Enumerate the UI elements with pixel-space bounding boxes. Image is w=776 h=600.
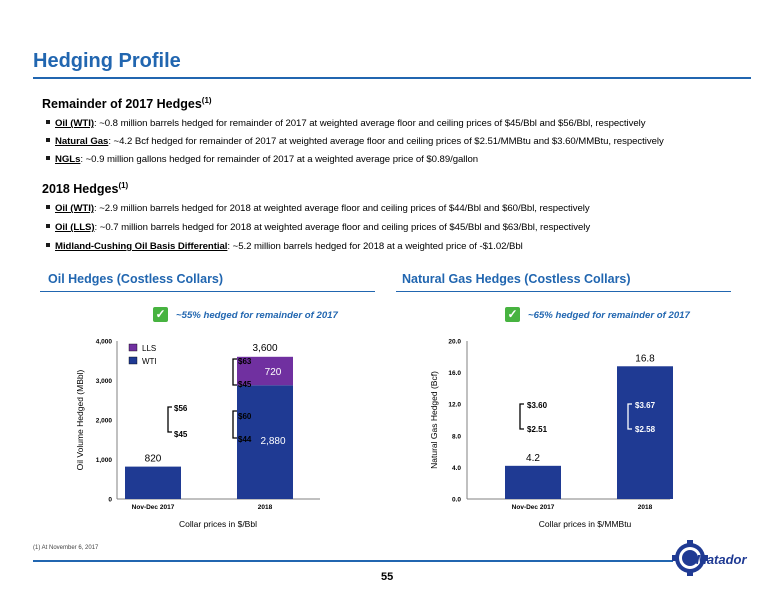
y-tick-label: 8.0 xyxy=(452,433,461,440)
x-axis-title: Collar prices in $/Bbl xyxy=(179,519,257,529)
title-divider xyxy=(33,77,751,79)
bullet-square-icon xyxy=(46,224,50,229)
bar-lls-2018 xyxy=(237,356,293,386)
y-tick-label: 20.0 xyxy=(448,339,461,346)
y-tick-label: 3,000 xyxy=(96,378,113,385)
gas-panel-heading: Natural Gas Hedges (Costless Collars) xyxy=(402,272,631,286)
data-label-wti-2018: 2,880 xyxy=(260,436,285,447)
gas-2018-ceiling-label: $3.67 xyxy=(635,401,656,410)
bullet-term: Natural Gas xyxy=(55,136,109,147)
bullet-text: : ~0.8 million barrels hedged for remain… xyxy=(93,118,646,129)
collar-bracket-icon xyxy=(519,403,524,430)
section-2018-heading: 2018 Hedges(1) xyxy=(42,181,128,196)
y-tick-label: 1,000 xyxy=(96,457,113,464)
bullet-text: : ~0.7 million barrels hedged for 2018 a… xyxy=(94,222,591,233)
data-label-total-2018: 3,600 xyxy=(252,343,277,354)
oil-2018-lls-floor-label: $45 xyxy=(238,380,252,389)
bullet-square-icon xyxy=(46,205,50,210)
bullet-term: Oil (LLS) xyxy=(55,222,95,233)
bar-wti-2018 xyxy=(237,385,293,499)
oil-2017-ceiling-label: $56 xyxy=(174,404,188,413)
bullet-text: : ~0.9 million gallons hedged for remain… xyxy=(80,154,479,165)
matador-logo: Matador xyxy=(672,540,748,576)
page-number: 55 xyxy=(381,571,394,583)
section-2017-heading: Remainder of 2017 Hedges(1) xyxy=(42,96,212,111)
gas-hedges-chart: 0.0 4.0 8.0 12.0 16.0 20.0 4.2 16.8 Natural Ga… xyxy=(429,339,673,529)
x-axis-title: Collar prices in $/MMBtu xyxy=(539,519,632,529)
bullet-2018-basis: Midland-Cushing Oil Basis Differential: … xyxy=(46,241,523,252)
oil-2018-wti-ceiling-label: $60 xyxy=(238,412,252,421)
y-tick-label: 12.0 xyxy=(448,402,461,409)
bullet-square-icon xyxy=(46,243,50,248)
bullet-term: Oil (WTI) xyxy=(55,118,94,129)
bullet-term: Midland-Cushing Oil Basis Differential xyxy=(55,241,228,252)
data-label-total-2017: 820 xyxy=(145,454,162,465)
x-tick-label: 2018 xyxy=(258,504,273,511)
footer-divider xyxy=(33,560,673,562)
oil-2017-floor-label: $45 xyxy=(174,430,188,439)
oil-panel-divider xyxy=(40,291,375,292)
footnote: (1) At November 6, 2017 xyxy=(33,545,99,551)
bullet-term: Oil (WTI) xyxy=(55,203,94,214)
y-tick-label: 16.0 xyxy=(448,370,461,377)
footnote-marker: (1) xyxy=(201,96,212,105)
bullet-text: : ~5.2 million barrels hedged for 2018 a… xyxy=(227,241,523,252)
y-tick-label: 0.0 xyxy=(452,497,461,504)
bullet-square-icon xyxy=(46,156,50,161)
bullet-2018-lls: Oil (LLS): ~0.7 million barrels hedged f… xyxy=(46,222,590,233)
bullet-text: : ~4.2 Bcf hedged for remainder of 2017 … xyxy=(108,136,664,147)
legend-swatch-lls xyxy=(128,343,138,352)
collar-bracket-icon xyxy=(167,406,172,433)
bullet-2017-gas: Natural Gas: ~4.2 Bcf hedged for remaind… xyxy=(46,136,664,147)
x-tick-label: 2018 xyxy=(638,504,653,511)
oil-panel-heading: Oil Hedges (Costless Collars) xyxy=(48,272,224,286)
data-label-gas: 16.8 xyxy=(635,353,655,364)
bar-gas-nov-dec-2017 xyxy=(505,465,561,499)
y-axis-title: Natural Gas Hedged (Bcf) xyxy=(429,371,439,469)
collar-bracket-icon xyxy=(232,410,237,439)
collar-bracket-icon xyxy=(627,403,632,430)
bullet-2018-wti: Oil (WTI): ~2.9 million barrels hedged f… xyxy=(46,203,590,214)
collar-bracket-icon xyxy=(232,358,237,386)
x-tick-label: Nov-Dec 2017 xyxy=(512,504,555,511)
y-axis-title: Oil Volume Hedged (MBbl) xyxy=(75,370,85,471)
footnote-marker: (1) xyxy=(118,181,129,190)
data-label-lls-2018: 720 xyxy=(265,367,282,378)
y-tick-label: 0 xyxy=(108,497,112,504)
legend-label-lls: LLS xyxy=(142,344,156,353)
oil-hedged-note: ~55% hedged for remainder of 2017 xyxy=(176,310,338,321)
oil-2018-lls-ceiling-label: $63 xyxy=(238,357,252,366)
legend-swatch-wti xyxy=(128,356,138,365)
bar-wti-2017 xyxy=(125,466,181,499)
bullet-2017-ngl: NGLs: ~0.9 million gallons hedged for re… xyxy=(46,154,478,165)
oil-2018-wti-floor-label: $44 xyxy=(238,435,252,444)
bullet-2017-oil: Oil (WTI): ~0.8 million barrels hedged f… xyxy=(46,118,646,129)
checkmark-icon: ✓ xyxy=(153,307,168,322)
section-2017-heading-text: Remainder of 2017 Hedges xyxy=(42,97,202,112)
logo-wordmark: Matador xyxy=(696,552,748,567)
page-title: Hedging Profile xyxy=(33,50,181,72)
data-label-gas: 4.2 xyxy=(526,453,540,464)
gear-logo-icon xyxy=(672,540,708,576)
gas-2017-ceiling-label: $3.60 xyxy=(527,401,548,410)
gas-2017-floor-label: $2.51 xyxy=(527,425,548,434)
bar-gas-2018 xyxy=(617,366,673,499)
y-tick-label: 4.0 xyxy=(452,465,461,472)
legend-label-wti: WTI xyxy=(142,357,157,366)
y-tick-label: 4,000 xyxy=(96,339,113,346)
bullet-text: : ~2.9 million barrels hedged for 2018 a… xyxy=(93,203,590,214)
section-2018-heading-text: 2018 Hedges xyxy=(42,182,119,197)
y-tick-label: 2,000 xyxy=(96,418,113,425)
gas-2018-floor-label: $2.58 xyxy=(635,425,656,434)
bullet-square-icon xyxy=(46,138,50,143)
checkmark-icon: ✓ xyxy=(505,307,520,322)
oil-hedges-chart: 0 1,000 2,000 3,000 4,000 820 3,600 720 2,880 O… xyxy=(75,339,320,529)
bullet-term: NGLs xyxy=(55,154,81,165)
gas-panel-divider xyxy=(396,291,731,292)
gas-hedged-note: ~65% hedged for remainder of 2017 xyxy=(528,310,690,321)
x-tick-label: Nov-Dec 2017 xyxy=(132,504,175,511)
bullet-square-icon xyxy=(46,120,50,125)
